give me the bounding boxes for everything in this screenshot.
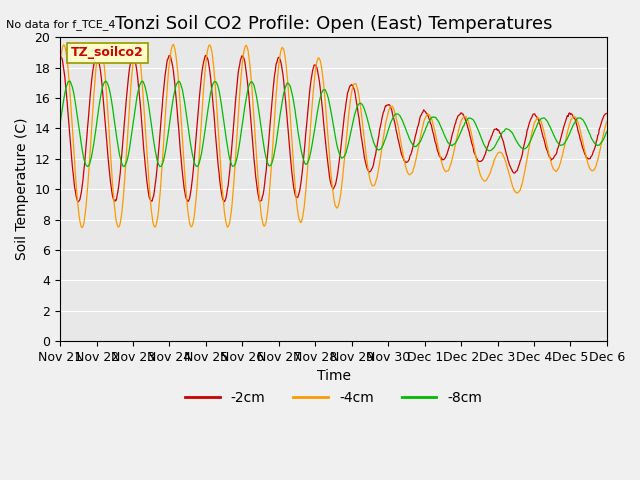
-2cm <box>75 199 83 204</box>
-8cm <box>66 78 74 84</box>
-2cm <box>401 158 408 164</box>
-4cm <box>401 163 409 168</box>
Line: -4cm: -4cm <box>60 45 607 228</box>
-4cm <box>603 119 611 124</box>
-4cm <box>170 42 177 48</box>
-8cm <box>603 129 611 134</box>
Text: No data for f_TCE_4: No data for f_TCE_4 <box>6 19 116 30</box>
-2cm <box>66 136 74 142</box>
Y-axis label: Soil Temperature (C): Soil Temperature (C) <box>15 118 29 261</box>
-8cm <box>124 155 132 160</box>
-2cm <box>417 113 424 119</box>
-2cm <box>56 52 64 58</box>
-8cm <box>417 136 425 142</box>
-4cm <box>78 225 86 230</box>
Title: Tonzi Soil CO2 Profile: Open (East) Temperatures: Tonzi Soil CO2 Profile: Open (East) Temp… <box>115 15 552 33</box>
-4cm <box>124 141 131 147</box>
-8cm <box>209 84 216 89</box>
-4cm <box>209 51 216 57</box>
-2cm <box>179 171 186 177</box>
Line: -2cm: -2cm <box>60 55 607 202</box>
-4cm <box>417 130 425 135</box>
-8cm <box>401 125 409 131</box>
-8cm <box>120 164 128 169</box>
-8cm <box>56 121 64 127</box>
Line: -8cm: -8cm <box>60 81 607 167</box>
-4cm <box>56 60 64 65</box>
-8cm <box>179 92 187 98</box>
-2cm <box>207 84 215 90</box>
-8cm <box>67 80 75 85</box>
-4cm <box>66 90 74 96</box>
-2cm <box>603 110 611 116</box>
Legend: -2cm, -4cm, -8cm: -2cm, -4cm, -8cm <box>179 385 488 410</box>
Text: TZ_soilco2: TZ_soilco2 <box>71 47 144 60</box>
-2cm <box>124 88 131 94</box>
X-axis label: Time: Time <box>317 370 351 384</box>
-4cm <box>179 150 187 156</box>
